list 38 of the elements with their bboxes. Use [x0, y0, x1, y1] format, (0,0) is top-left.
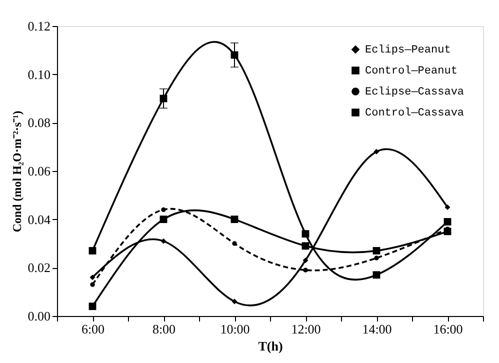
x-tick-label: 8:00	[152, 322, 176, 336]
point	[372, 247, 380, 254]
point	[90, 274, 96, 280]
point	[230, 216, 238, 224]
point	[88, 302, 96, 310]
x-tick-label: 12:00	[291, 322, 321, 336]
point	[302, 230, 310, 238]
y-tick-label: 0.12	[28, 18, 50, 34]
point	[374, 256, 379, 260]
point	[444, 218, 452, 226]
x-tick-label: 6:00	[81, 322, 105, 336]
point	[160, 216, 168, 224]
x-axis-title: T(h)	[258, 338, 283, 354]
point	[232, 241, 237, 246]
point	[303, 268, 308, 272]
x-tick-label: 16:00	[433, 322, 463, 336]
y-tick-label: 0.00	[28, 308, 50, 324]
y-tick-label: 0.02	[28, 260, 50, 276]
y-axis-title: Cond (mol H₂O·m⁻²·s⁻¹)	[10, 110, 24, 232]
legend-label: Eclipse—Cassava	[365, 86, 464, 98]
point	[302, 258, 308, 264]
point	[161, 207, 166, 212]
x-tick-label: 10:00	[220, 322, 250, 336]
point	[372, 271, 380, 279]
y-tick-label: 0.04	[28, 212, 51, 227]
point	[232, 298, 238, 304]
point	[302, 242, 310, 250]
y-tick-label: 0.10	[28, 66, 50, 82]
y-tick-label: 0.08	[28, 115, 50, 130]
point	[90, 282, 95, 287]
y-tick-label: 0.06	[28, 164, 51, 178]
legend-label: Control—Peanut	[365, 66, 458, 78]
legend-label: Control—Cassava	[365, 108, 464, 120]
point	[374, 148, 380, 154]
x-tick-label: 14:00	[362, 322, 392, 336]
legend-label: Eclips—Peanut	[365, 44, 451, 56]
point	[160, 238, 166, 244]
point	[88, 247, 96, 254]
